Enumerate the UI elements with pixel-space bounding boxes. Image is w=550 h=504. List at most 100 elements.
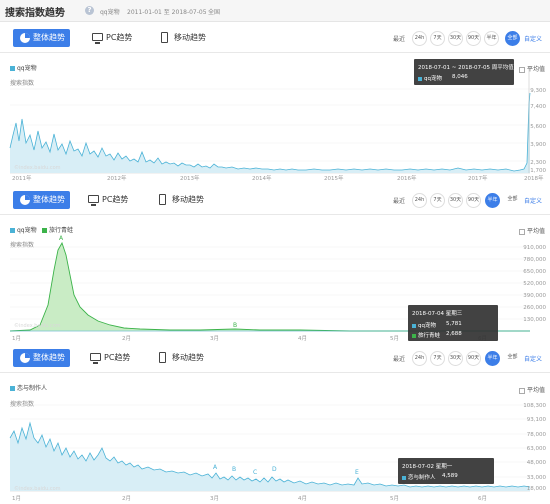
- range-half-year-button[interactable]: 半年: [485, 193, 500, 208]
- watermark: ©index.baidu.com: [14, 486, 61, 492]
- x-tick: 2011年: [12, 174, 32, 182]
- svg-text:6月: 6月: [478, 495, 487, 502]
- tooltip-date: 2018-07-02 星期一: [402, 464, 453, 470]
- range-24h-button[interactable]: 24h: [412, 351, 427, 366]
- panel-1-toolbar: 整体趋势 PC趋势 移动趋势 最近 24h 7天 30天 90天 半年 全部 自…: [0, 23, 550, 53]
- y-tick: 1,700: [530, 168, 546, 174]
- custom-range-link[interactable]: 自定义: [524, 36, 543, 43]
- watermark: ©index.baidu.com: [14, 323, 61, 329]
- svg-text:520,000: 520,000: [523, 281, 546, 287]
- y-tick: 7,400: [530, 104, 546, 110]
- svg-text:2月: 2月: [122, 495, 131, 502]
- monitor-icon: [90, 353, 101, 364]
- x-axis-ticks: 1月 2月 3月 4月 5月 6月: [12, 495, 487, 502]
- range-all-button[interactable]: 全部: [505, 193, 520, 208]
- svg-text:3月: 3月: [210, 495, 219, 502]
- svg-text:4月: 4月: [298, 495, 307, 502]
- chart-tooltip: 2018-07-02 星期一 恋与制作人 4,589: [398, 458, 494, 484]
- range-label: 最近: [393, 36, 406, 43]
- legend-item[interactable]: 旅行青蛙: [42, 225, 73, 234]
- svg-text:1月: 1月: [12, 495, 21, 502]
- trend-panel-3: 整体趋势 PC趋势 移动趋势 最近 24h 7天 30天 90天 半年 全部 自…: [0, 343, 550, 504]
- range-90d-button[interactable]: 90天: [466, 193, 481, 208]
- tooltip-date: 2018-07-04 星期三: [412, 311, 463, 317]
- phone-icon: [159, 352, 166, 363]
- range-30d-button[interactable]: 30天: [448, 351, 463, 366]
- average-checkbox[interactable]: 平均值: [519, 385, 545, 394]
- range-half-year-button[interactable]: 半年: [485, 351, 500, 366]
- tooltip-row: 旅行青蛙 2,688: [412, 331, 462, 339]
- y-axis-ticks: 108,300 93,100 78,000 63,000 48,000 33,0…: [523, 403, 546, 492]
- index-axis-label: 搜索指数: [10, 80, 35, 87]
- x-tick: 2017年: [468, 174, 488, 182]
- range-label: 最近: [393, 198, 406, 205]
- tooltip-row: 恋与制作人 4,589: [402, 473, 458, 481]
- svg-text:78,000: 78,000: [527, 432, 547, 438]
- series-love-producer-area: [10, 423, 530, 491]
- range-7d-button[interactable]: 7天: [430, 31, 445, 46]
- legend-item[interactable]: 恋与制作人: [10, 383, 47, 392]
- event-marker: E: [355, 469, 359, 476]
- tab-overall-trend[interactable]: 整体趋势: [13, 349, 70, 367]
- average-checkbox[interactable]: 平均值: [519, 64, 545, 73]
- series-love-producer-line: [9, 421, 531, 488]
- x-tick: 2012年: [107, 174, 127, 182]
- average-checkbox[interactable]: 平均值: [519, 226, 545, 235]
- svg-text:910,000: 910,000: [523, 245, 546, 251]
- range-label: 最近: [393, 356, 406, 363]
- custom-range-link[interactable]: 自定义: [524, 356, 543, 363]
- svg-text:18,000: 18,000: [527, 486, 547, 492]
- range-all-button[interactable]: 全部: [505, 351, 520, 366]
- svg-text:63,000: 63,000: [527, 446, 547, 452]
- y-axis-ticks: 910,000 780,000 650,000 520,000 390,000 …: [523, 245, 546, 323]
- help-icon[interactable]: ?: [85, 6, 94, 15]
- panel-3-toolbar: 整体趋势 PC趋势 移动趋势 最近 24h 7天 30天 90天 半年 全部 自…: [0, 343, 550, 373]
- x-tick: 2016年: [397, 174, 417, 182]
- svg-text:5月: 5月: [390, 335, 399, 342]
- index-axis-label: 搜索指数: [10, 401, 35, 408]
- svg-text:108,300: 108,300: [523, 403, 546, 409]
- range-7d-button[interactable]: 7天: [430, 351, 445, 366]
- x-tick: 2014年: [252, 174, 272, 182]
- range-30d-button[interactable]: 30天: [448, 193, 463, 208]
- region-label: 全国: [208, 9, 221, 16]
- page-header: 搜索指数趋势 ? qq宠物 2011-01-01 至 2018-07-05 全国: [0, 0, 550, 22]
- range-90d-button[interactable]: 90天: [466, 351, 481, 366]
- phone-icon: [159, 194, 166, 205]
- svg-text:5月: 5月: [390, 495, 399, 502]
- chart-3: A B C D E 108,300 93,100 78,000 63,000 4…: [9, 403, 546, 502]
- range-30d-button[interactable]: 30天: [448, 31, 463, 46]
- range-24h-button[interactable]: 24h: [412, 193, 427, 208]
- range-all-button[interactable]: 全部: [505, 31, 520, 46]
- range-24h-button[interactable]: 24h: [412, 31, 427, 46]
- tab-overall-trend[interactable]: 整体趋势: [13, 191, 70, 209]
- panel-2-toolbar: 整体趋势 PC趋势 移动趋势 最近 24h 7天 30天 90天 半年 全部 自…: [0, 185, 550, 215]
- custom-range-link[interactable]: 自定义: [524, 198, 543, 205]
- range-half-year-button[interactable]: 半年: [484, 31, 499, 46]
- tooltip-row: qq宠物 8,046: [418, 74, 468, 82]
- pie-chart-icon: [20, 33, 30, 43]
- chart-1: 9,300 7,400 5,600 3,900 2,300 1,700 2011…: [9, 68, 546, 182]
- chart-tooltip: 2018-07-04 星期三 qq宠物 5,781 旅行青蛙 2,688: [408, 305, 498, 341]
- trend-panel-2: 整体趋势 PC趋势 移动趋势 最近 24h 7天 30天 90天 半年 全部 自…: [0, 185, 550, 345]
- svg-text:260,000: 260,000: [523, 305, 546, 311]
- tooltip-date: 2018-07-01 ~ 2018-07-05 周平均值: [418, 65, 514, 71]
- event-marker: A: [59, 235, 64, 242]
- series-travel-frog-area: [10, 243, 530, 331]
- x-tick: 2018年: [524, 174, 544, 182]
- legend-item[interactable]: qq宠物: [10, 63, 37, 72]
- range-90d-button[interactable]: 90天: [466, 31, 481, 46]
- series-qq-pet-area: [10, 93, 530, 173]
- watermark: ©index.baidu.com: [14, 165, 61, 171]
- tab-overall-trend[interactable]: 整体趋势: [13, 29, 70, 47]
- legend-item[interactable]: qq宠物: [10, 225, 37, 234]
- svg-text:780,000: 780,000: [523, 257, 546, 263]
- svg-text:390,000: 390,000: [523, 293, 546, 299]
- x-tick: 2015年: [324, 174, 344, 182]
- trend-panel-1: 整体趋势 PC趋势 移动趋势 最近 24h 7天 30天 90天 半年 全部 自…: [0, 23, 550, 183]
- keyword-label: qq宠物: [100, 9, 120, 16]
- event-marker: A: [213, 464, 218, 471]
- x-tick: 2013年: [180, 174, 200, 182]
- range-7d-button[interactable]: 7天: [430, 193, 445, 208]
- legend-swatch: [10, 66, 15, 71]
